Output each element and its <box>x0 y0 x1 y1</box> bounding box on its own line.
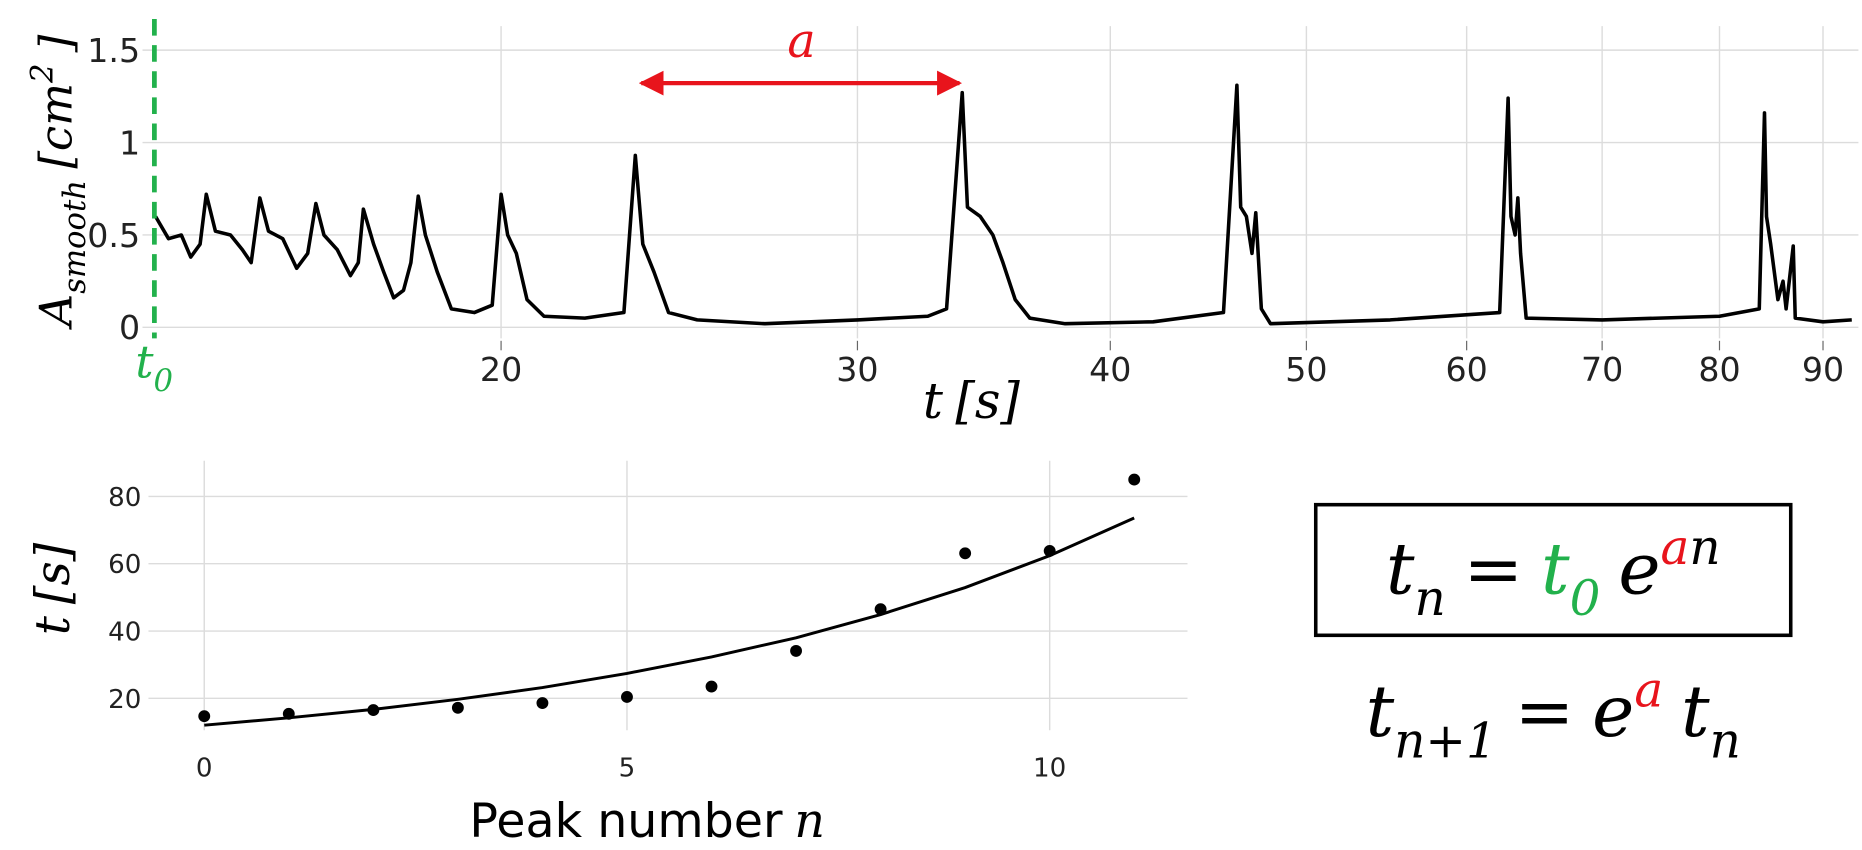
text-part: t <box>1386 528 1415 611</box>
text-part: t <box>1681 670 1710 753</box>
y-axis-title: Asmooth [cm2] <box>25 34 92 330</box>
y-axis-title: t [s] <box>26 542 81 635</box>
y-tick-label: 0 <box>119 308 140 347</box>
data-point <box>705 680 718 693</box>
y-tick-label: 80 <box>108 483 141 513</box>
text-part: = <box>1464 528 1524 611</box>
text-part: e <box>1592 670 1634 753</box>
x-tick-label: 20 <box>480 350 522 389</box>
data-point <box>790 644 802 657</box>
text-part: a <box>1634 662 1663 718</box>
data-point <box>1128 473 1141 486</box>
text-part: a <box>1660 520 1689 576</box>
y-tick-label: 60 <box>108 550 141 580</box>
text-part: [cm <box>29 83 82 169</box>
text-part: t <box>26 615 81 635</box>
x-tick-label: 60 <box>1446 350 1488 389</box>
signal-line <box>154 83 1852 326</box>
text-part: n <box>794 794 825 849</box>
x-axis-title: t [s] <box>923 372 1021 430</box>
text-part: t <box>923 372 944 430</box>
text-part: [s] <box>955 372 1020 430</box>
text-part: n <box>1710 714 1741 770</box>
text-part: n+1 <box>1394 714 1497 770</box>
text-part: smooth <box>58 180 93 294</box>
x-tick-label: 40 <box>1089 350 1131 389</box>
y-tick-label: 1 <box>119 123 140 162</box>
text-part: t <box>1541 528 1570 611</box>
text-part: [s] <box>26 542 81 604</box>
text-part: 0 <box>154 364 174 399</box>
equation: tn+1 = ea tn <box>1366 662 1741 769</box>
text-part: ] <box>29 34 82 53</box>
x-axis-title: Peak number n <box>469 794 825 849</box>
x-tick-label: 90 <box>1802 350 1844 389</box>
text-part: 0 <box>1570 571 1601 627</box>
data-point <box>536 697 549 709</box>
x-tick-label: 80 <box>1698 350 1740 389</box>
y-tick-label: 0.5 <box>87 216 140 255</box>
x-tick-label: 5 <box>619 754 636 784</box>
text-part: Peak number <box>469 794 783 849</box>
x-tick-label: 70 <box>1581 350 1623 389</box>
y-tick-label: 20 <box>108 685 141 715</box>
t0-label: t0 <box>135 336 173 400</box>
text-part: = <box>1515 670 1575 753</box>
text-part: e <box>1618 528 1660 611</box>
data-point <box>198 710 211 723</box>
equation: tn = t0 ean <box>1386 520 1721 627</box>
data-point <box>959 547 972 560</box>
period-label: a <box>787 14 815 69</box>
y-tick-label: 1.5 <box>87 31 140 70</box>
x-tick-label: 30 <box>836 350 878 389</box>
x-tick-label: 10 <box>1033 754 1066 784</box>
data-point <box>451 701 464 714</box>
data-point <box>621 691 633 703</box>
fit-line <box>204 516 1135 727</box>
x-tick-label: 0 <box>196 754 213 784</box>
x-tick-label: 50 <box>1285 350 1327 389</box>
text-part: n <box>1689 520 1720 576</box>
y-tick-label: 40 <box>108 618 141 648</box>
text-part: t <box>1366 670 1395 753</box>
text-part: t <box>135 336 154 389</box>
text-part: A <box>29 294 82 331</box>
equation-box <box>1313 502 1793 638</box>
text-part: 2 <box>25 64 60 85</box>
text-part: n <box>1415 571 1446 627</box>
